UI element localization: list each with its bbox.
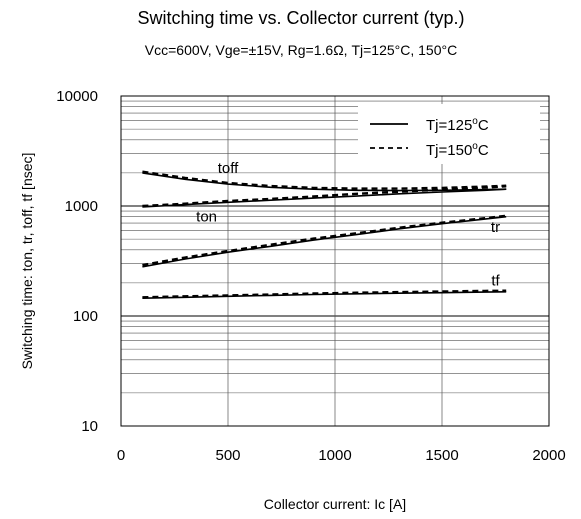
series-ton-125 [142, 188, 507, 208]
x-tick-label: 500 [215, 447, 240, 464]
legend-label-150: Tj=150oC [426, 141, 489, 159]
chart-title: Switching time vs. Collector current (ty… [137, 8, 464, 28]
annotation-toff: toff [218, 160, 239, 177]
x-tick-label: 2000 [532, 447, 565, 464]
x-tick-label: 0 [117, 447, 125, 464]
x-tick-label: 1500 [425, 447, 458, 464]
legend-label-125: Tj=125oC [426, 116, 489, 134]
series-toff-150 [142, 170, 507, 190]
chart-subtitle: Vcc=600V, Vge=±15V, Rg=1.6Ω, Tj=125°C, 1… [145, 42, 457, 58]
series-tf-150 [142, 289, 507, 299]
annotation-ton: ton [196, 209, 217, 226]
x-axis-label: Collector current: Ic [A] [264, 496, 406, 512]
y-axis-label: Switching time: ton, tr, toff, tf [nsec] [19, 153, 35, 370]
series-tr-150 [142, 214, 507, 267]
data-lines [142, 170, 507, 299]
y-tick-label: 1000 [65, 198, 98, 215]
y-tick-label: 10000 [56, 88, 98, 105]
series-ton-150 [142, 185, 507, 208]
plot-frame [120, 95, 550, 427]
legend-box [358, 104, 540, 164]
y-tick-labels: 10 100 1000 10000 [56, 88, 98, 435]
curve-annotations: toff ton tr tf [196, 160, 500, 289]
annotation-tf: tf [491, 272, 500, 289]
series-toff-125 [142, 172, 507, 192]
x-tick-labels: 0 500 1000 1500 2000 [117, 447, 566, 464]
annotation-tr: tr [491, 219, 500, 236]
legend: Tj=125oC Tj=150oC [358, 104, 540, 164]
y-tick-label: 10 [81, 418, 98, 435]
y-tick-label: 100 [73, 308, 98, 325]
x-tick-label: 1000 [318, 447, 351, 464]
